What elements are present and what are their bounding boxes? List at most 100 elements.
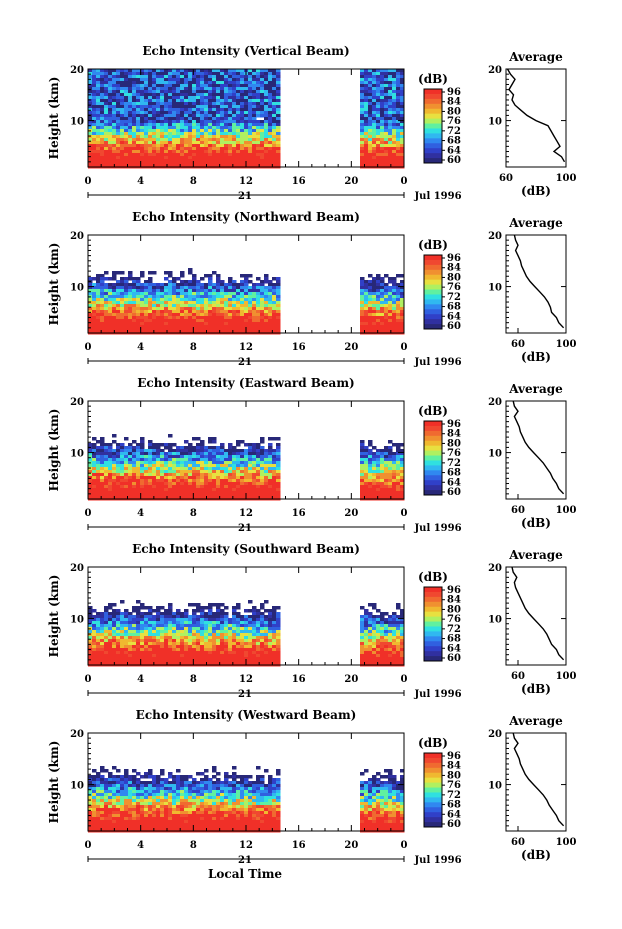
profile-line: [513, 234, 565, 329]
heatmap-cell: [112, 75, 117, 79]
heatmap-cell: [368, 283, 373, 287]
heatmap-cell: [160, 72, 165, 76]
heatmap-cell: [260, 304, 265, 308]
heatmap-cell: [252, 479, 257, 483]
heatmap-cell: [212, 295, 217, 299]
heatmap-cell: [120, 488, 125, 492]
heatmap-cell: [184, 90, 189, 94]
heatmap-cell: [188, 301, 193, 305]
heatmap-cell: [148, 455, 153, 459]
heatmap-cell: [140, 153, 145, 157]
heatmap-cell: [392, 292, 397, 296]
heatmap-cell: [368, 102, 373, 106]
heatmap-cell: [156, 123, 161, 127]
heatmap-cell: [256, 105, 261, 109]
heatmap-cell: [116, 138, 121, 142]
heatmap-cell: [108, 654, 113, 658]
heatmap-cell: [128, 654, 133, 658]
heatmap-cell: [392, 72, 397, 76]
heatmap-cell: [208, 81, 213, 85]
heatmap-cell: [264, 132, 269, 136]
heatmap-cell: [156, 633, 161, 637]
heatmap-cell: [244, 120, 249, 124]
heatmap-cell: [128, 467, 133, 471]
heatmap-cell: [240, 120, 245, 124]
heatmap-cell: [152, 108, 157, 112]
heatmap-cell: [100, 138, 105, 142]
heatmap-cell: [240, 325, 245, 329]
heatmap-cell: [196, 117, 201, 121]
heatmap-cell: [180, 289, 185, 293]
heatmap-cell: [192, 75, 197, 79]
heatmap-cell: [240, 319, 245, 323]
heatmap-cell: [96, 277, 101, 281]
heatmap-cell: [168, 458, 173, 462]
heatmap-cell: [260, 449, 265, 453]
heatmap-cell: [244, 159, 249, 163]
heatmap-cell: [232, 322, 237, 326]
heatmap-cell: [92, 144, 97, 148]
heatmap-cell: [380, 75, 385, 79]
heatmap-cell: [148, 129, 153, 133]
heatmap-cell: [88, 657, 93, 661]
heatmap-cell: [224, 75, 229, 79]
heatmap-cell: [220, 90, 225, 94]
heatmap-cell: [112, 464, 117, 468]
heatmap-cell: [96, 491, 101, 495]
heatmap-cell: [232, 150, 237, 154]
heatmap-cell: [208, 298, 213, 302]
heatmap-cell: [224, 144, 229, 148]
heatmap-cell: [164, 78, 169, 82]
heatmap-cell: [152, 156, 157, 160]
heatmap-cell: [380, 111, 385, 115]
heatmap-cell: [212, 482, 217, 486]
heatmap-cell: [240, 141, 245, 145]
heatmap-cell: [144, 633, 149, 637]
colorbar-swatch: [424, 89, 442, 95]
heatmap-cell: [116, 458, 121, 462]
heatmap-cell: [216, 283, 221, 287]
heatmap-cell: [372, 159, 377, 163]
heatmap-cell: [272, 120, 277, 124]
heatmap-cell: [388, 87, 393, 91]
heatmap-cell: [208, 464, 213, 468]
heatmap-cell: [88, 120, 93, 124]
heatmap-cell: [148, 298, 153, 302]
heatmap-cell: [216, 476, 221, 480]
heatmap-cell: [376, 105, 381, 109]
heatmap-cell: [400, 90, 405, 94]
heatmap-cell: [392, 138, 397, 142]
heatmap-cell: [192, 277, 197, 281]
heatmap-cell: [112, 328, 117, 332]
heatmap-cell: [188, 114, 193, 118]
heatmap-cell: [188, 298, 193, 302]
heatmap-cell: [376, 464, 381, 468]
heatmap-cell: [392, 69, 397, 73]
heatmap-cell: [180, 455, 185, 459]
heatmap-cell: [120, 319, 125, 323]
colorbar-tick-label: 64: [447, 145, 461, 156]
heatmap-cell: [132, 449, 137, 453]
heatmap-cell: [136, 473, 141, 477]
heatmap-cell: [144, 117, 149, 121]
heatmap-cell: [368, 147, 373, 151]
heatmap-cell: [88, 618, 93, 622]
heatmap-cell: [224, 132, 229, 136]
heatmap-cell: [184, 87, 189, 91]
heatmap-cell: [232, 108, 237, 112]
heatmap-cell: [360, 488, 365, 492]
colorbar-swatch: [424, 289, 442, 295]
heatmap-cell: [264, 295, 269, 299]
heatmap-cell: [144, 304, 149, 308]
heatmap-cell: [140, 114, 145, 118]
heatmap-cell: [136, 443, 141, 447]
heatmap-cell: [264, 135, 269, 139]
heatmap-cell: [220, 325, 225, 329]
heatmap-cell: [116, 648, 121, 652]
heatmap-cell: [380, 494, 385, 498]
heatmap-cell: [372, 150, 377, 154]
heatmap-cell: [372, 84, 377, 88]
heatmap-cell: [208, 156, 213, 160]
heatmap-cell: [140, 606, 145, 610]
heatmap-cell: [268, 159, 273, 163]
